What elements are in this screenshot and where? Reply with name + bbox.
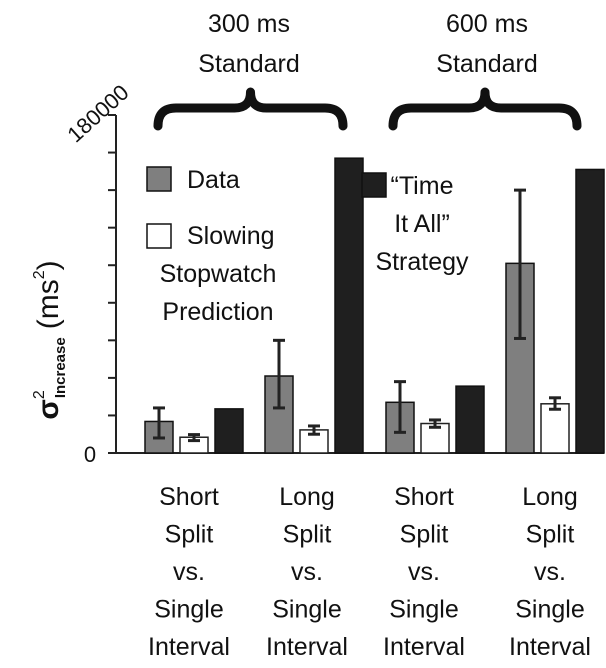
- legend-label-line: “Time: [391, 172, 454, 200]
- bar: [334, 157, 364, 454]
- category-label-line: Single: [154, 596, 224, 624]
- group-brace: [388, 87, 582, 131]
- y-axis-label-symbol: σ: [32, 399, 65, 420]
- bar: [214, 408, 244, 454]
- y-axis-label-unit-close: ): [32, 260, 65, 270]
- category-label-line: Split: [400, 521, 449, 549]
- category-label-line: Single: [515, 596, 585, 624]
- category-label-line: Long: [279, 483, 335, 511]
- y-axis-label-superscript: 2: [31, 390, 48, 399]
- legend-label-line: It All”: [394, 210, 450, 238]
- bar: [575, 168, 605, 454]
- y-tick-label: 0: [84, 442, 96, 467]
- category-label-line: Interval: [383, 633, 465, 661]
- legend-label-line: Prediction: [162, 298, 273, 326]
- group-brace: [153, 87, 348, 131]
- group-header-line: 300 ms: [208, 10, 290, 38]
- category-label-line: Split: [526, 521, 575, 549]
- legend-label-line: Strategy: [375, 248, 469, 276]
- group-header-line: Standard: [198, 50, 299, 78]
- category-label-line: vs.: [173, 558, 205, 586]
- group-header-line: Standard: [436, 50, 537, 78]
- category-label-line: vs.: [534, 558, 566, 586]
- legend-swatch: [361, 172, 387, 198]
- category-label-line: Short: [159, 483, 219, 511]
- category-label-line: vs.: [291, 558, 323, 586]
- category-label-line: Interval: [148, 633, 230, 661]
- y-axis-label-unit: (ms: [32, 279, 65, 329]
- legend-label-line: Slowing: [187, 222, 275, 250]
- legend-swatch: [146, 223, 172, 249]
- legend-layer: Data Slowing Stopwatch Prediction “Time It Al…: [146, 166, 469, 326]
- legend-swatch: [146, 166, 172, 192]
- category-label-line: Single: [389, 596, 459, 624]
- legend-label-line: Stopwatch: [160, 260, 277, 288]
- category-label-line: Interval: [266, 633, 348, 661]
- category-label-line: Split: [283, 521, 332, 549]
- category-label-line: Interval: [509, 633, 591, 661]
- bars-layer: [144, 157, 605, 454]
- category-label-line: Single: [272, 596, 342, 624]
- y-axis-label-subscript: Increase: [52, 337, 69, 398]
- y-axis-label: σ2 Increase(ms2): [31, 260, 69, 419]
- category-label-line: Split: [165, 521, 214, 549]
- legend-label-line: Data: [187, 166, 240, 194]
- category-label-line: vs.: [408, 558, 440, 586]
- y-axis-label-unit-superscript: 2: [31, 270, 48, 279]
- group-header-line: 600 ms: [446, 10, 528, 38]
- bar: [540, 403, 570, 454]
- labels-layer: 300 ms Standard 600 ms Standard Short Split vs…: [148, 10, 591, 661]
- y-tick-label: 180000: [62, 80, 133, 148]
- bar: [455, 385, 485, 454]
- category-label-line: Short: [394, 483, 454, 511]
- category-label-line: Long: [522, 483, 578, 511]
